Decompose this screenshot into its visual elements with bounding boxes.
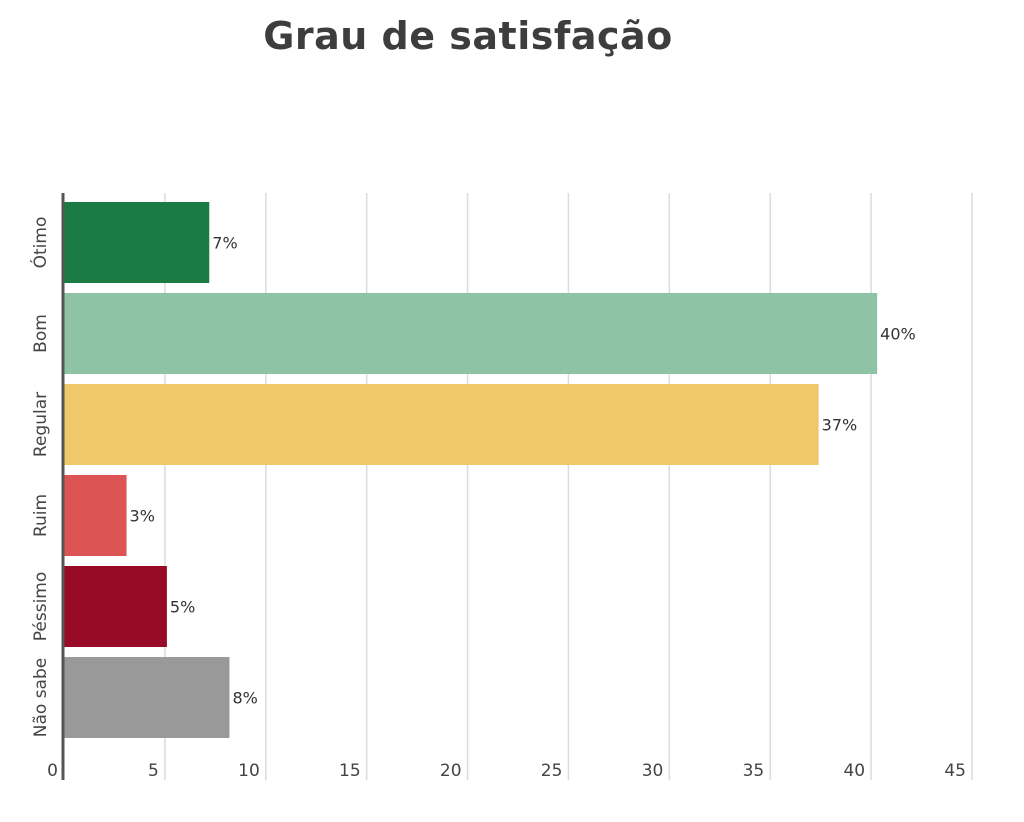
category-label-5: Não sabe [31,658,51,737]
x-tick-label-0: 0 [47,761,58,781]
x-tick-label-15: 15 [339,761,361,781]
category-label-0: Ótimo [29,217,51,269]
data-label-1: 40% [880,325,916,344]
labels: 0 5 10 15 20 25 30 35 40 45 Ótimo 7% Bom 40% Regular 37… [29,217,966,781]
x-tick-label-35: 35 [743,761,765,781]
x-tick-label-10: 10 [238,761,260,781]
category-label-4: Péssimo [31,572,51,642]
x-tick-label-5: 5 [148,761,159,781]
data-label-2: 37% [822,416,858,435]
bar-0 [64,202,210,283]
category-label-1: Bom [31,314,51,353]
category-label-2: Regular [31,392,51,457]
data-label-4: 5% [170,598,195,617]
x-tick-label-45: 45 [944,761,966,781]
x-tick-label-30: 30 [642,761,664,781]
bar-5 [64,657,230,738]
x-tick-label-40: 40 [843,761,865,781]
x-tick-label-20: 20 [440,761,462,781]
chart-title: Grau de satisfação [263,14,673,58]
bar-1 [64,293,878,374]
category-label-3: Ruim [31,494,51,537]
x-tick-label-25: 25 [541,761,563,781]
bar-4 [64,566,167,647]
data-label-5: 8% [232,689,257,708]
bar-3 [64,475,127,556]
bar-2 [64,384,819,465]
data-label-3: 3% [130,507,155,526]
grid-lines [164,193,973,780]
bars [64,202,878,738]
data-label-0: 7% [212,234,237,253]
